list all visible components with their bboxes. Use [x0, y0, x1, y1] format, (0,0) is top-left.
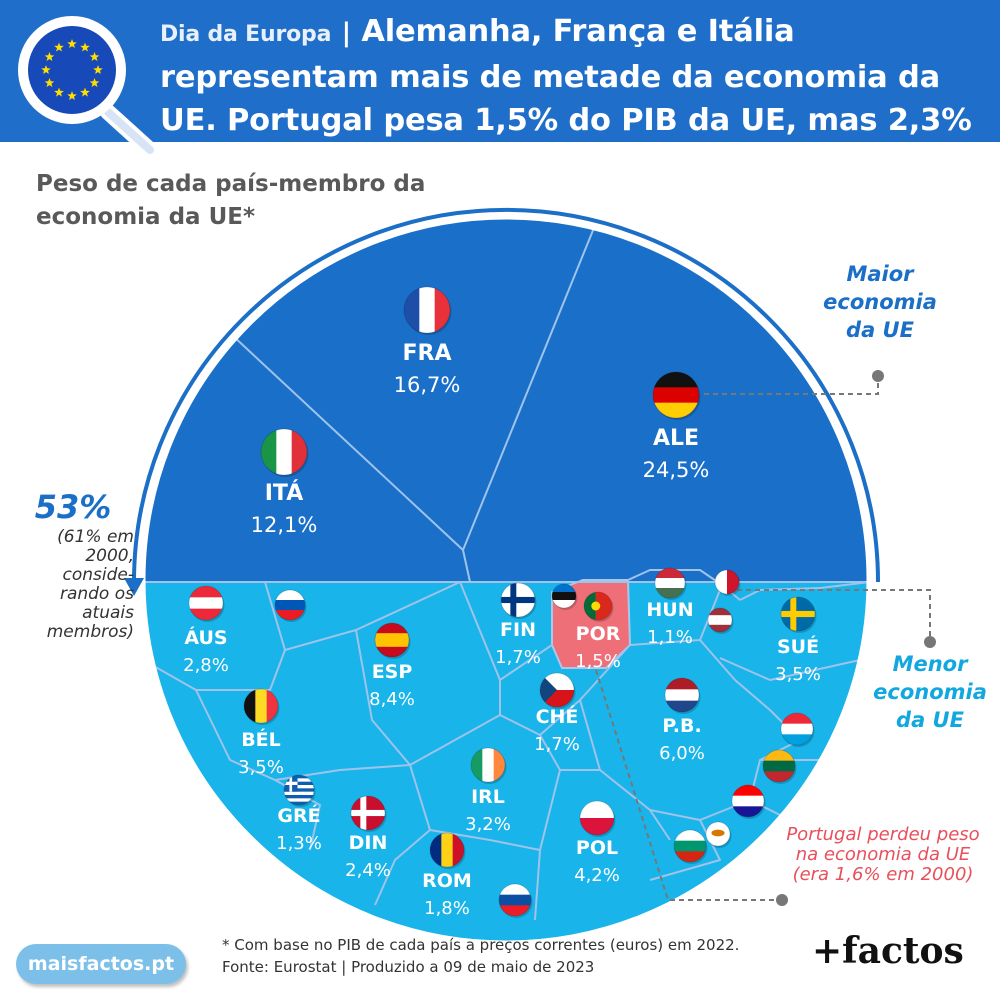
country-value-austria: 2,8% [183, 655, 229, 676]
portugal-flag-icon [584, 592, 612, 620]
annotation-portugal: Portugal perdeu peso na economia da UE (… [786, 824, 980, 885]
eu-star-icon [93, 65, 103, 74]
headline-title: Alemanha, França e Itália representam ma… [160, 14, 972, 181]
country-label-denmark: DIN [349, 832, 388, 854]
headline-kicker: Dia da Europa [160, 22, 332, 47]
footnote-note: * Com base no PIB de cada país a preços … [222, 936, 740, 954]
eu-star-icon [44, 52, 55, 61]
site-link[interactable]: maisfactos.pt [16, 944, 186, 984]
estonia-flag-icon [552, 584, 576, 608]
sweden-flag-icon [781, 597, 815, 631]
bulgaria-flag-icon [674, 830, 706, 862]
chart-subtitle: Peso de cada país-membro da economia da … [36, 171, 426, 230]
annotation-largest: Maior economia da UE [823, 262, 937, 342]
eu-star-icon [89, 78, 100, 87]
country-label-sweden: SUÉ [777, 635, 819, 658]
top-three-share: 53% [34, 488, 112, 526]
lithuania-flag-icon [763, 750, 795, 782]
header-banner [0, 0, 1000, 142]
country-value-ireland: 3,2% [465, 814, 511, 835]
brand-logo: +factos [812, 930, 964, 972]
country-value-poland: 4,2% [574, 865, 620, 886]
eu-star-icon [80, 42, 90, 52]
eu-star-icon [89, 52, 100, 61]
headline: Dia da Europa | Alemanha, França e Itáli… [160, 10, 990, 185]
slovenia-flag-icon [275, 590, 305, 620]
france-flag-icon [404, 287, 450, 333]
eu-star-icon [41, 65, 51, 74]
eu-star-icon [54, 87, 64, 97]
eu-star-icon [80, 87, 90, 97]
netherlands-flag-icon [665, 678, 699, 712]
country-label-portugal: POR [576, 623, 621, 645]
eu-star-icon [54, 42, 64, 52]
austria-flag-icon [189, 586, 223, 620]
footnote: * Com base no PIB de cada país a preços … [222, 934, 822, 978]
ireland-flag-icon [471, 748, 505, 782]
country-value-france: 16,7% [394, 373, 461, 397]
country-label-germany: ALE [653, 426, 699, 451]
leader-largest [704, 376, 879, 395]
croatia-flag-icon [732, 785, 764, 817]
country-value-finland: 1,7% [495, 647, 541, 668]
latvia-flag-icon [708, 608, 732, 632]
leader-dot-smallest [924, 636, 936, 648]
hungary-flag-icon [655, 568, 685, 598]
slovakia-flag-icon [499, 884, 531, 916]
luxembourg-flag-icon [781, 713, 813, 745]
country-value-netherlands: 6,0% [659, 743, 705, 764]
germany-flag-icon [653, 372, 699, 418]
country-label-greece: GRÉ [277, 804, 320, 827]
country-label-netherlands: P.B. [662, 715, 701, 737]
leader-dot-largest [872, 370, 884, 382]
eu-magnifier-icon [18, 16, 158, 158]
country-value-greece: 1,3% [276, 833, 322, 854]
headline-separator: | [341, 18, 352, 48]
country-label-ireland: IRL [471, 786, 505, 808]
top-three-arc-arrow [132, 208, 880, 583]
leader-dot-portugal [776, 894, 788, 906]
country-label-poland: POL [576, 837, 618, 859]
country-value-portugal: 1,5% [575, 651, 621, 672]
arrow-head-icon [124, 578, 144, 596]
country-label-belgium: BÉL [241, 728, 281, 751]
leader-smallest [737, 589, 931, 640]
top-three-note: (61% em 2000, conside-rando os atuais me… [46, 527, 134, 642]
belgium-flag-icon [244, 689, 278, 723]
country-value-denmark: 2,4% [345, 860, 391, 881]
footnote-source: Fonte: Eurostat | Produzido a 09 de maio… [222, 958, 595, 976]
country-label-france: FRA [403, 341, 452, 366]
annotation-smallest: Menor economia da UE [873, 652, 987, 732]
italy-flag-icon [261, 429, 307, 475]
country-label-czechia: CHÉ [536, 705, 579, 728]
czechia-flag-icon [540, 673, 574, 707]
country-label-italy: ITÁ [265, 480, 304, 506]
leader-portugal [595, 669, 780, 901]
country-label-austria: ÁUS [184, 626, 227, 649]
spain-flag-icon [375, 623, 409, 657]
country-label-romania: ROM [422, 870, 472, 892]
country-value-germany: 24,5% [643, 458, 710, 482]
eu-star-icon [67, 91, 77, 100]
country-label-finland: FIN [500, 619, 536, 641]
country-value-italy: 12,1% [251, 513, 318, 537]
country-value-hungary: 1,1% [647, 627, 693, 648]
malta-flag-icon [715, 570, 739, 594]
romania-flag-icon [430, 833, 464, 867]
country-value-spain: 8,4% [369, 689, 415, 710]
finland-flag-icon [501, 583, 535, 617]
poland-flag-icon [580, 801, 614, 835]
country-label-spain: ESP [372, 661, 413, 683]
eu-star-icon [67, 39, 77, 48]
denmark-flag-icon [351, 796, 385, 830]
cyprus-flag-icon [706, 822, 730, 846]
country-value-czechia: 1,7% [534, 734, 580, 755]
country-label-hungary: HUN [646, 599, 693, 621]
eu-star-icon [44, 78, 55, 87]
country-value-belgium: 3,5% [238, 757, 284, 778]
country-value-sweden: 3,5% [775, 664, 821, 685]
country-value-romania: 1,8% [424, 898, 470, 919]
